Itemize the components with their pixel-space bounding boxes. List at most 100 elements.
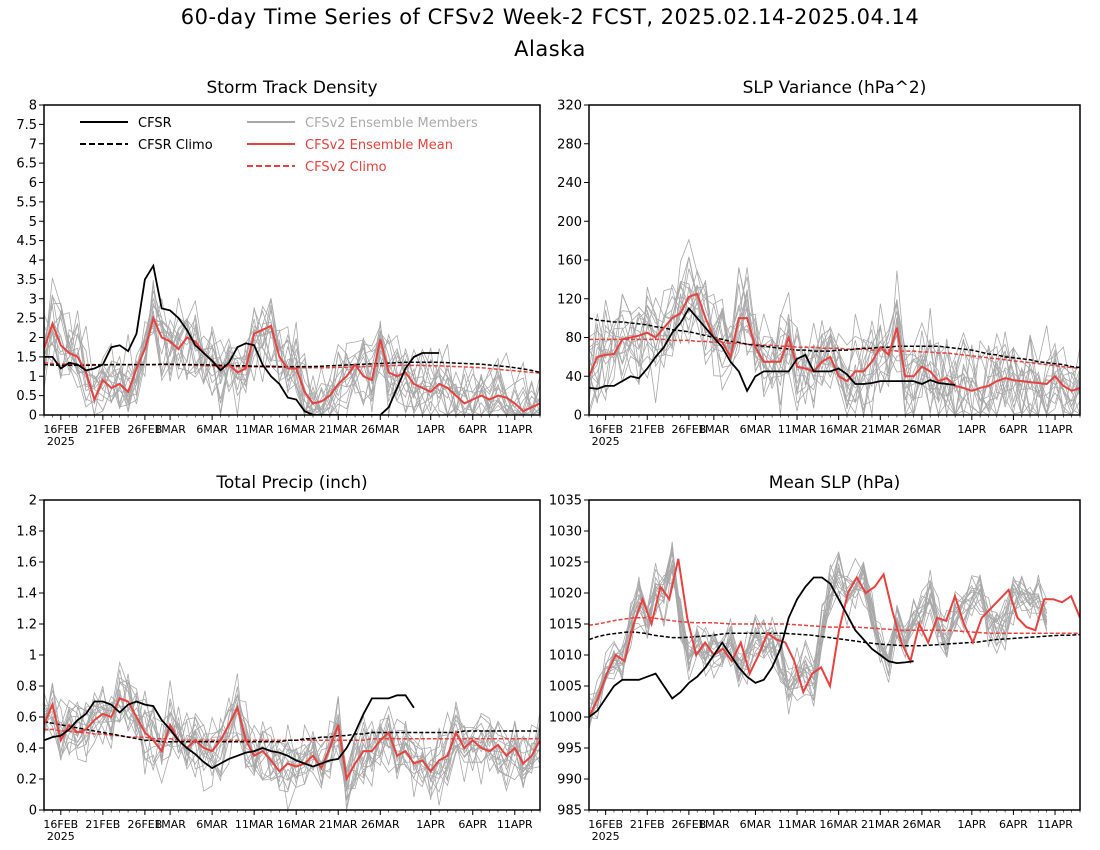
x-tick-label: 21FEB (630, 818, 665, 831)
ensemble-member-line (44, 673, 540, 808)
x-tick-label: 11MAR (235, 423, 274, 436)
cfsv2-climo-line (589, 617, 1080, 635)
y-tick-label: 2.5 (16, 312, 37, 327)
x-tick-label: 1MAR (698, 818, 730, 831)
ensemble-member-line (589, 545, 1047, 730)
y-tick-label: 7 (29, 137, 37, 152)
cfsr-climo-line (589, 631, 1080, 647)
x-year-label: 2025 (592, 435, 620, 448)
y-tick-label: 2 (29, 494, 37, 509)
x-year-label: 2025 (47, 435, 75, 448)
panel-1: Storm Track Density 0 0.5 1 1.5 2 2.5 3 3.5 4 4.5 5… (16, 78, 541, 448)
x-tick-label: 6MAR (740, 423, 772, 436)
cfsr-line (589, 576, 914, 718)
ensemble-member-line (589, 560, 1048, 723)
cfsv2-climo-line (589, 338, 1080, 370)
y-tick-label: 1000 (549, 711, 582, 726)
x-tick-label: 26FEB (671, 818, 706, 831)
x-tick-label: 16FEB (43, 818, 78, 831)
ensemble-member-line (44, 294, 540, 415)
cfsr-climo-line (44, 720, 540, 743)
x-tick-label: 21FEB (85, 818, 120, 831)
y-tick-label: 120 (557, 292, 582, 307)
cfsr-line (44, 263, 440, 415)
y-tick-label: 4.5 (16, 234, 37, 249)
ensemble-member-line (44, 679, 540, 810)
x-tick-label: 21MAR (861, 818, 900, 831)
panel-title: Mean SLP (hPa) (769, 473, 901, 493)
x-tick-label: 1MAR (154, 423, 186, 436)
y-tick-label: 0.8 (16, 680, 37, 695)
y-tick-label: 3.5 (16, 273, 37, 288)
ensemble-member-line (589, 270, 1080, 415)
plot-area (589, 238, 1080, 415)
plot-area (589, 541, 1080, 730)
ensemble-member-line (589, 541, 1048, 726)
ensemble-member-line (44, 673, 540, 802)
x-tick-label: 26FEB (671, 423, 706, 436)
x-year-label: 2025 (592, 830, 620, 843)
ensemble-member-line (589, 283, 1080, 415)
x-tick-label: 16FEB (588, 818, 623, 831)
ensemble-member-line (44, 294, 540, 415)
ensemble-member-line (589, 267, 1080, 415)
x-tick-label: 1MAR (698, 423, 730, 436)
y-tick-label: 4 (29, 254, 37, 269)
plot-area (44, 660, 540, 810)
y-tick-label: 1010 (549, 649, 582, 664)
y-tick-label: 80 (565, 331, 582, 346)
ensemble-member-line (589, 281, 1080, 415)
x-tick-label: 1APR (957, 423, 986, 436)
x-tick-label: 21FEB (85, 423, 120, 436)
x-tick-label: 16FEB (588, 423, 623, 436)
panel-3: Total Precip (inch) 0 0.2 0.4 0.6 0.8 1 1.2 1.4 1… (16, 473, 541, 843)
ensemble-mean-line (44, 697, 540, 783)
y-tick-label: 0 (29, 804, 37, 819)
ensemble-member-line (44, 680, 540, 791)
y-tick-label: 3 (29, 292, 37, 307)
x-tick-label: 1APR (416, 423, 445, 436)
x-tick-label: 26MAR (361, 818, 400, 831)
y-tick-label: 240 (557, 176, 582, 191)
y-tick-label: 7.5 (16, 118, 37, 133)
x-tick-label: 1APR (957, 818, 986, 831)
x-tick-label: 21MAR (319, 423, 358, 436)
legend-cfsr-climo-label: CFSR Climo (138, 138, 213, 153)
ensemble-member-line (44, 689, 540, 806)
y-tick-label: 1.8 (16, 525, 37, 540)
y-tick-label: 0.4 (16, 742, 37, 757)
legend-members-label: CFSv2 Ensemble Members (305, 116, 478, 131)
y-tick-label: 1.4 (16, 587, 37, 602)
x-tick-label: 11MAR (778, 423, 817, 436)
y-tick-label: 280 (557, 137, 582, 152)
x-tick-label: 26MAR (361, 423, 400, 436)
x-year-label: 2025 (47, 830, 75, 843)
y-tick-label: 0.6 (16, 711, 37, 726)
ensemble-mean-line (589, 558, 1080, 718)
y-tick-label: 5 (29, 215, 37, 230)
x-tick-label: 6APR (458, 818, 487, 831)
x-tick-label: 16MAR (277, 423, 316, 436)
x-tick-label: 21MAR (861, 423, 900, 436)
y-tick-label: 5.5 (16, 195, 37, 210)
x-tick-label: 26FEB (127, 423, 162, 436)
y-tick-label: 995 (557, 742, 582, 757)
y-tick-label: 985 (557, 804, 582, 819)
y-tick-label: 0 (574, 409, 582, 424)
y-tick-label: 1030 (549, 525, 582, 540)
ensemble-member-line (44, 702, 540, 792)
x-tick-label: 6MAR (196, 818, 228, 831)
x-tick-label: 11MAR (778, 818, 817, 831)
ensemble-member-line (44, 685, 540, 797)
y-tick-label: 1035 (549, 494, 582, 509)
y-tick-label: 6.5 (16, 157, 37, 172)
y-tick-label: 6 (29, 176, 37, 191)
x-tick-label: 6MAR (196, 423, 228, 436)
legend-cfsr-label: CFSR (138, 116, 172, 131)
ensemble-member-line (589, 552, 1048, 710)
ensemble-member-line (44, 691, 540, 793)
x-tick-label: 16MAR (819, 818, 858, 831)
x-tick-label: 11APR (1037, 818, 1073, 831)
y-tick-label: 1 (29, 649, 37, 664)
